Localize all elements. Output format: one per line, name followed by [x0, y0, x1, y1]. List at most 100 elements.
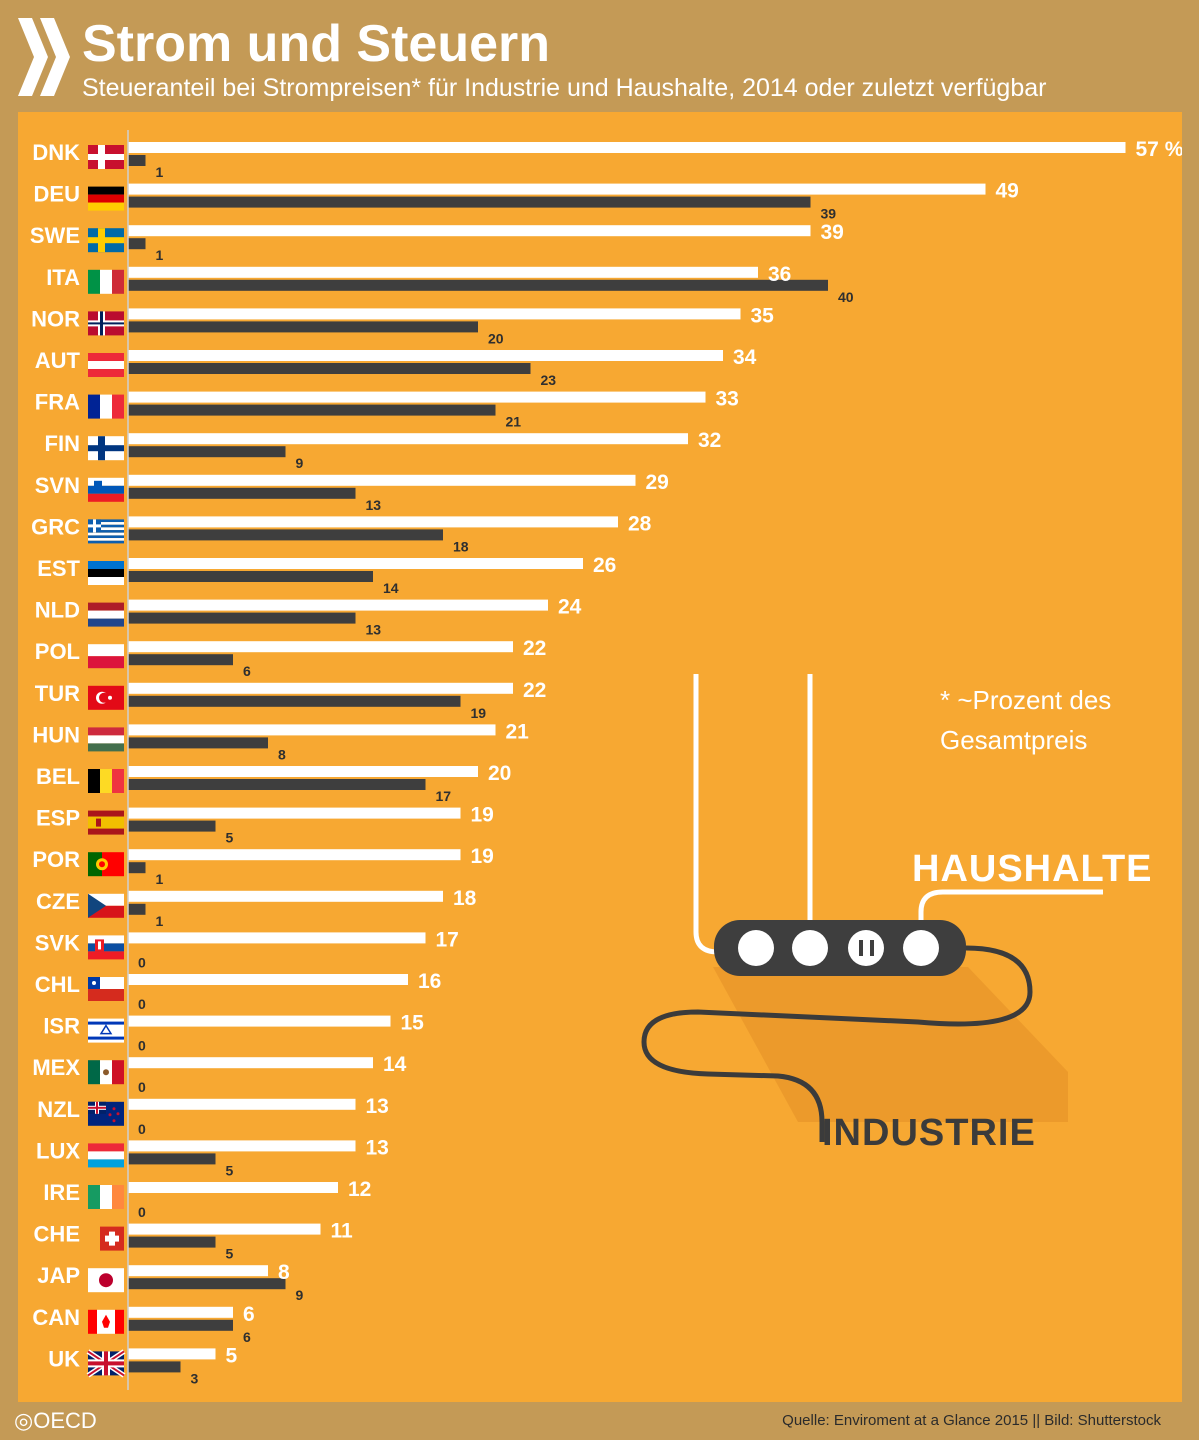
flag-ire-icon: [88, 1185, 124, 1209]
bar-haushalte: [128, 225, 811, 237]
bar-haushalte: [128, 766, 478, 777]
category-label: ISR: [43, 1014, 80, 1039]
value-label-industrie: 1: [156, 871, 164, 887]
value-label-industrie: 13: [366, 497, 382, 513]
bar-haushalte: [128, 974, 408, 985]
value-label-haushalte: 19: [471, 845, 494, 868]
category-label: SVN: [35, 473, 80, 498]
flag-swe-icon: [88, 228, 124, 253]
bar-industrie: [128, 903, 146, 915]
bar-haushalte: [128, 932, 426, 944]
value-label-industrie: 3: [191, 1370, 199, 1386]
value-label-haushalte: 49: [996, 180, 1019, 203]
haushalte-legend-label: HAUSHALTE: [912, 848, 1153, 890]
category-label: ITA: [46, 265, 80, 290]
category-label: GRC: [31, 514, 80, 539]
oecd-footer-logo: ◎OECD: [14, 1408, 97, 1434]
flag-nld-icon: [88, 602, 124, 627]
flag-lux-icon: [88, 1143, 124, 1168]
value-label-haushalte: 39: [821, 221, 844, 244]
category-label: CHL: [35, 972, 80, 997]
value-label-haushalte: 24: [558, 596, 582, 619]
value-label-industrie: 0: [138, 996, 146, 1012]
value-label-haushalte: 14: [383, 1053, 407, 1076]
value-label-haushalte: 16: [418, 970, 441, 993]
value-label-industrie: 19: [471, 705, 487, 721]
flag-dnk-icon: [88, 145, 124, 169]
category-label: JAP: [37, 1263, 80, 1288]
flag-tur-icon: [88, 685, 124, 710]
category-label: BEL: [36, 764, 80, 789]
value-label-industrie: 39: [821, 206, 837, 222]
value-label-industrie: 8: [278, 746, 286, 762]
bar-haushalte: [128, 558, 583, 569]
flag-chl-icon: [88, 977, 124, 1001]
category-label: NOR: [31, 306, 80, 331]
flag-hun-icon: [88, 727, 124, 752]
value-label-industrie: 0: [138, 954, 146, 970]
bar-industrie: [128, 1361, 181, 1373]
flag-nzl-icon: [88, 1101, 124, 1126]
oecd-chevron-logo: [18, 18, 70, 96]
flag-grc-icon: [88, 519, 124, 544]
category-label: CAN: [32, 1305, 80, 1330]
bar-haushalte: [128, 308, 741, 320]
value-label-haushalte: 5: [226, 1344, 238, 1367]
category-label: CHE: [34, 1222, 80, 1247]
category-label: EST: [37, 556, 80, 581]
value-label-haushalte: 57 %: [1136, 138, 1183, 161]
bar-industrie: [128, 737, 268, 749]
value-label-industrie: 1: [156, 247, 164, 263]
flag-cze-icon: [88, 893, 124, 918]
bar-haushalte: [128, 350, 723, 361]
bar-haushalte: [128, 682, 513, 694]
category-label: SVK: [35, 930, 80, 955]
value-label-industrie: 18: [453, 538, 469, 554]
bar-haushalte: [128, 266, 758, 278]
bar-industrie: [128, 529, 443, 541]
category-label: AUT: [35, 348, 81, 373]
footnote-line-2: Gesamtpreis: [940, 725, 1088, 755]
bar-haushalte: [128, 641, 513, 653]
category-label: IRE: [43, 1180, 80, 1205]
value-label-haushalte: 12: [348, 1178, 371, 1201]
value-label-industrie: 0: [138, 1121, 146, 1137]
flag-nor-icon: [88, 311, 124, 336]
value-label-haushalte: 13: [366, 1095, 389, 1118]
bar-industrie: [128, 1278, 286, 1290]
oecd-logo-text: OECD: [33, 1408, 97, 1433]
category-label: SWE: [30, 223, 80, 248]
category-label: HUN: [32, 722, 80, 747]
value-label-industrie: 1: [156, 913, 164, 929]
bar-haushalte: [128, 849, 461, 861]
value-label-haushalte: 6: [243, 1303, 255, 1326]
bar-haushalte: [128, 391, 706, 403]
bar-haushalte: [128, 1098, 356, 1110]
bar-industrie: [128, 487, 356, 499]
flag-fra-icon: [88, 394, 124, 419]
bar-haushalte: [128, 433, 688, 445]
bar-haushalte: [128, 183, 986, 195]
flag-svk-icon: [88, 935, 124, 960]
bar-industrie: [128, 1153, 216, 1165]
flag-est-icon: [88, 561, 124, 585]
value-label-industrie: 0: [138, 1038, 146, 1054]
bar-industrie: [128, 820, 216, 832]
value-label-industrie: 5: [226, 1162, 234, 1178]
value-label-industrie: 40: [838, 289, 854, 305]
category-label: TUR: [35, 681, 80, 706]
flag-por-icon: [88, 852, 124, 877]
page-title: Strom und Steuern: [82, 15, 551, 73]
category-label: POR: [32, 847, 80, 872]
flag-jap-icon: [88, 1268, 124, 1293]
value-label-haushalte: 8: [278, 1261, 290, 1284]
value-label-industrie: 5: [226, 830, 234, 846]
bar-industrie: [128, 571, 373, 582]
value-label-haushalte: 13: [366, 1136, 389, 1159]
value-label-haushalte: 22: [523, 637, 546, 660]
flag-uk-icon: [86, 1349, 126, 1378]
chart-panel: DNK 57 % 1 DEU 49 39 SWE 39 1 ITA 36 40 NOR 35 20 AUT 34…: [18, 112, 1182, 1402]
value-label-industrie: 20: [488, 330, 504, 346]
